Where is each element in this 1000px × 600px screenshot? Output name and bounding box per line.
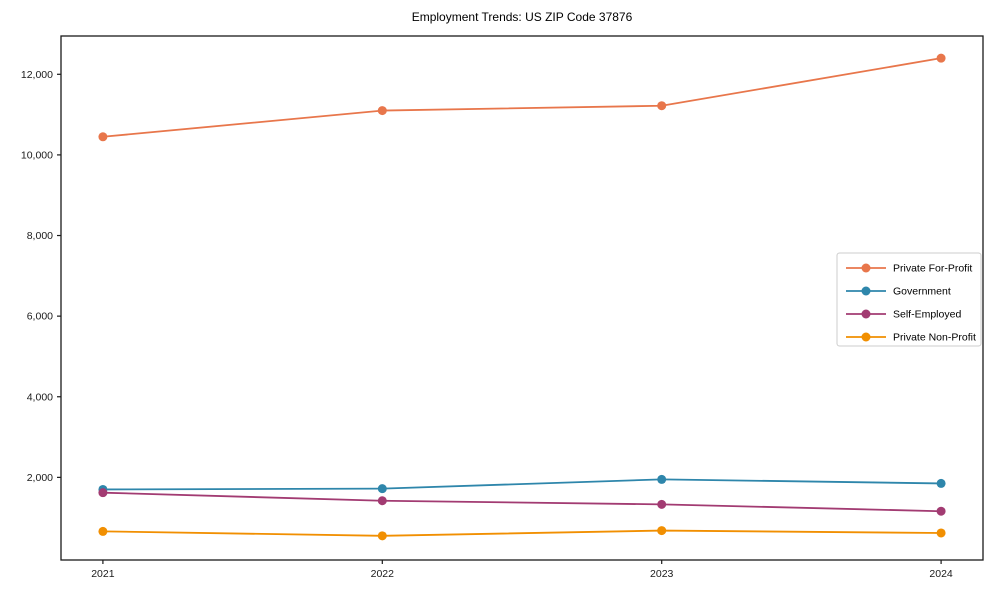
data-point-self-employed <box>377 496 387 506</box>
data-point-private-for-profit <box>98 132 108 142</box>
data-point-private-for-profit <box>377 106 387 116</box>
legend-box <box>836 252 982 347</box>
data-point-self-employed <box>657 499 667 509</box>
series-line-self-employed <box>102 491 942 513</box>
series-line-private-non-profit <box>102 529 942 537</box>
series-line-government <box>102 478 942 491</box>
data-point-private-for-profit <box>657 101 667 111</box>
y-tick-label: 2,000 <box>27 472 53 484</box>
legend-marker-private-non-profit <box>861 332 871 342</box>
legend-marker-self-employed <box>861 309 871 319</box>
x-tick-label: 2022 <box>371 568 395 580</box>
y-tick-label: 12,000 <box>21 69 53 81</box>
legend-marker-private-for-profit <box>861 263 871 273</box>
legend-marker-government <box>861 286 871 296</box>
legend-label-government: Government <box>893 286 951 298</box>
legend-label-private-for-profit: Private For-Profit <box>893 263 972 275</box>
x-tick-label: 2021 <box>91 568 115 580</box>
data-point-government <box>657 474 667 484</box>
data-point-private-non-profit <box>936 528 946 538</box>
chart-title: Employment Trends: US ZIP Code 37876 <box>412 10 633 24</box>
data-point-government <box>936 478 946 488</box>
x-tick-label: 2024 <box>929 568 953 580</box>
legend-label-self-employed: Self-Employed <box>893 309 961 321</box>
plot-frame <box>60 35 984 561</box>
y-tick-label: 8,000 <box>27 230 53 242</box>
x-tick-label: 2023 <box>650 568 674 580</box>
y-tick-label: 4,000 <box>27 391 53 403</box>
series-line-private-for-profit <box>102 57 942 138</box>
y-tick-label: 10,000 <box>21 150 53 162</box>
data-point-private-for-profit <box>936 53 946 63</box>
data-point-private-non-profit <box>657 526 667 536</box>
legend-label-private-non-profit: Private Non-Profit <box>893 332 976 344</box>
data-point-government <box>377 484 387 494</box>
data-point-private-non-profit <box>98 526 108 536</box>
y-tick-label: 6,000 <box>27 311 53 323</box>
data-point-self-employed <box>98 488 108 498</box>
data-point-private-non-profit <box>377 531 387 541</box>
data-point-self-employed <box>936 506 946 516</box>
